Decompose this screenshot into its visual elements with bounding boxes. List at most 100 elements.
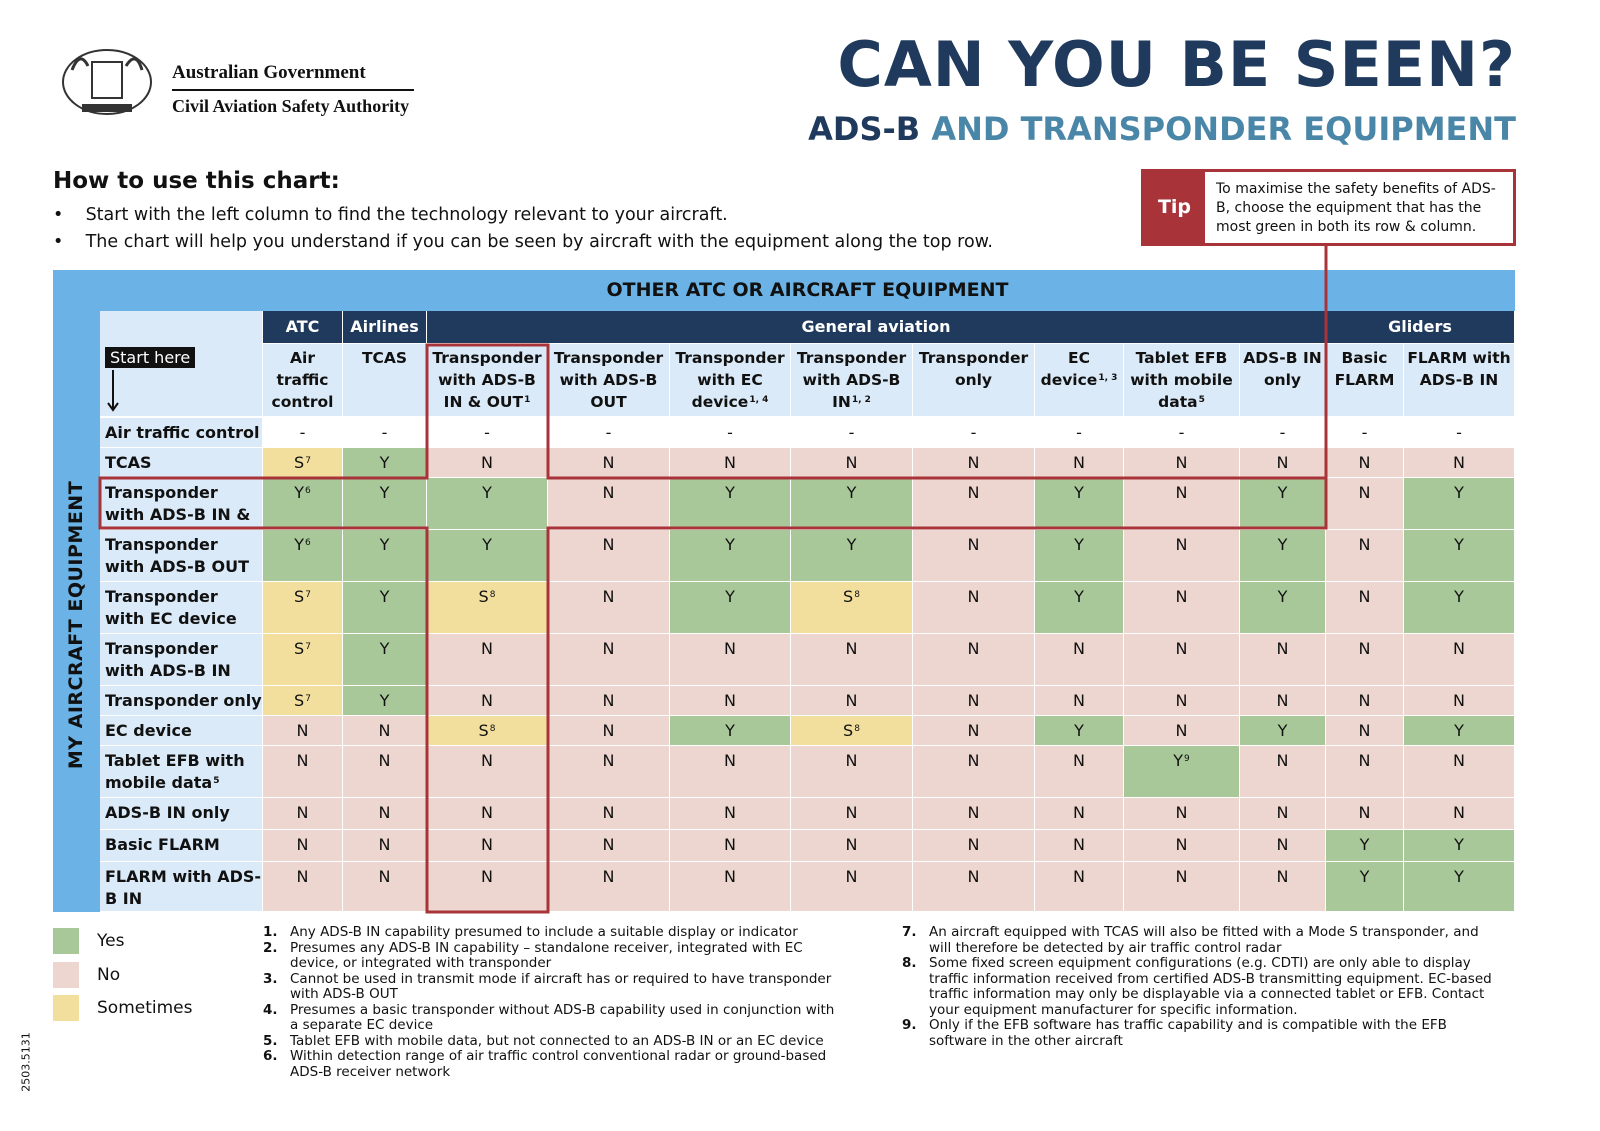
cell-value: N (1276, 751, 1289, 770)
table-cell: N (548, 716, 669, 745)
cell-value: N (724, 639, 736, 658)
cell-value: N (1276, 803, 1289, 822)
cell-value: Y (725, 483, 735, 502)
table-cell: N (913, 716, 1034, 745)
table-cell: N (548, 530, 669, 581)
column-label: Transponder with ADS-B IN (796, 349, 907, 411)
table-cell: S7 (263, 686, 342, 715)
table-cell: S8 (427, 582, 547, 633)
table-cell: N (913, 478, 1034, 529)
cell-value: N (845, 835, 858, 854)
title: CAN YOU BE SEEN? (837, 28, 1516, 101)
table-cell: N (1240, 686, 1325, 715)
cell-value: N (1175, 483, 1188, 502)
table-cell: N (791, 448, 912, 477)
table-cell: N (913, 830, 1034, 861)
cell-value: N (378, 751, 391, 770)
cell-value: N (1453, 453, 1465, 472)
table-cell: - (1404, 418, 1514, 447)
cell-value: Y (1074, 721, 1084, 740)
table-cell: N (791, 686, 912, 715)
table-cell: N (263, 716, 342, 745)
instructions: • Start with the left column to find the… (53, 202, 993, 256)
top-header: OTHER ATC OR AIRCRAFT EQUIPMENT (606, 279, 1009, 301)
cell-value: N (1358, 721, 1371, 740)
cell-value: N (1358, 639, 1371, 658)
table-cell: N (1240, 634, 1325, 685)
table-cell: Y (670, 582, 790, 633)
table-cell: N (913, 634, 1034, 685)
column-header: FLARM with ADS-B IN (1404, 344, 1514, 416)
table-cell: Y (1404, 716, 1514, 745)
column-label: Transponder with EC device (675, 349, 785, 411)
table-cell: N (263, 830, 342, 861)
cell-value: Y (379, 453, 390, 472)
table-cell: N (1240, 830, 1325, 861)
cell-value: N (602, 691, 615, 710)
table-cell: Y (1035, 716, 1123, 745)
table-cell: N (1326, 798, 1403, 829)
cell-value: Y (379, 587, 390, 606)
column-header: Transponder only (913, 344, 1034, 416)
table-cell: N (1035, 448, 1123, 477)
legend-label: Yes (97, 931, 125, 951)
cell-value: S (843, 721, 854, 740)
table-cell: N (913, 746, 1034, 797)
footnote-ref: 1 (524, 395, 531, 405)
row-label: Transponder with ADS-B OUT (105, 535, 249, 576)
table-cell: N (1124, 686, 1239, 715)
row-label: Basic FLARM (105, 835, 220, 854)
row-header: Air traffic control (100, 418, 262, 447)
cell-value: - (1279, 423, 1286, 442)
table-cell: Y (1035, 478, 1123, 529)
cell-value: Y (1277, 483, 1288, 502)
table-cell: Y (343, 478, 426, 529)
cell-value: N (481, 803, 493, 822)
cell-value: - (381, 423, 388, 442)
row-header: ADS-B IN only (100, 798, 262, 829)
table-cell: N (1326, 478, 1403, 529)
table-cell: N (1035, 862, 1123, 911)
footnote-number: 2. (263, 939, 278, 956)
cell-value: S (294, 691, 305, 710)
table-cell: S8 (427, 716, 547, 745)
column-label: Transponder only (918, 349, 1029, 389)
cell-value: N (296, 751, 309, 770)
footnote-number: 9. (902, 1017, 917, 1033)
footnote-number: 4. (263, 1001, 278, 1018)
table-cell: N (427, 686, 547, 715)
cell-value: Y (725, 535, 735, 554)
column-label: Transponder with ADS-B IN & OUT (432, 349, 542, 411)
table-cell: N (427, 448, 547, 477)
table-cell: N (548, 582, 669, 633)
doc-code: 2503.5131 (19, 1032, 33, 1092)
cell-value: N (1276, 691, 1289, 710)
cell-value: N (602, 483, 615, 502)
cell-value: N (1175, 835, 1188, 854)
column-header: Transponder with ADS-B OUT (548, 344, 669, 416)
table-cell: - (548, 418, 669, 447)
footnote-text: Only if the EFB software has traffic cap… (929, 1017, 1447, 1049)
table-cell: N (791, 634, 912, 685)
cell-value: Y (1074, 483, 1084, 502)
table-cell: N (1240, 798, 1325, 829)
footnote-text: Any ADS-B IN capability presumed to incl… (290, 924, 798, 940)
tip-text: To maximise the safety benefits of ADS-B… (1216, 181, 1496, 235)
cell-value: N (1453, 691, 1465, 710)
cell-value: Y (294, 535, 305, 554)
table-cell: N (670, 830, 790, 861)
table-cell: Y (670, 716, 790, 745)
table-cell: Y9 (1124, 746, 1239, 797)
table-cell: N (1404, 746, 1514, 797)
cell-value: Y (379, 639, 390, 658)
footnote-ref: 7 (305, 694, 311, 704)
cell-value: N (1073, 867, 1085, 886)
table-cell: N (791, 830, 912, 861)
column-header: Transponder with ADS-B IN1, 2 (791, 344, 912, 416)
table-cell: N (913, 530, 1034, 581)
footnote-ref: 5 (213, 776, 220, 786)
cell-value: Y (482, 535, 492, 554)
table-cell: Y (1240, 716, 1325, 745)
cell-value: - (1456, 423, 1462, 442)
